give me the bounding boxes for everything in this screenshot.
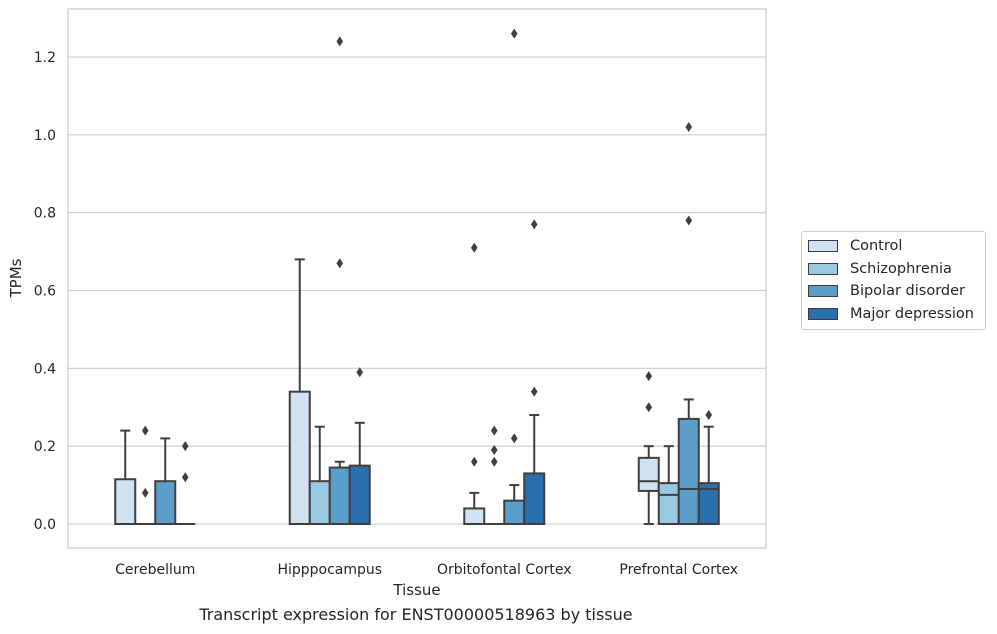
outlier-point [181,441,189,452]
legend-item: Control [808,235,979,258]
outlier-point [470,242,478,253]
box-body [637,456,660,492]
outlier-point [356,367,364,378]
box-body [308,480,331,526]
box-body [523,472,546,525]
legend-swatch [808,307,838,320]
y-tick-label: 1.0 [34,128,56,144]
box-control [637,371,660,525]
box-body [657,482,680,526]
outlier-point [141,425,149,436]
y-tick-label: 0.0 [34,517,56,533]
box-bipolar-disorder [677,122,700,525]
box-major-depression [348,367,371,525]
y-tick-label: 0.8 [34,206,56,222]
box-major-depression [175,441,196,525]
box-major-depression [523,219,546,525]
y-tick-label: 0.2 [34,439,56,455]
outlier-point [530,219,538,230]
box-body [328,466,351,525]
outlier-point [470,456,478,467]
outlier-point [685,122,693,133]
box-body [348,464,371,525]
legend-item: Major depression [808,303,979,326]
box-body [154,480,177,526]
outlier-point [645,371,653,382]
legend-label: Control [850,238,903,255]
box-body [677,417,700,525]
legend: Control Schizophrenia Bipolar disorder Majo… [801,231,986,330]
outlier-point [510,28,518,39]
legend-label: Major depression [850,305,974,322]
x-tick-label: Hipppocampus [277,562,382,578]
legend-item: Bipolar disorder [808,280,979,303]
x-axis-label: Tissue [392,581,440,599]
box-schizophrenia [657,445,680,526]
outlier-point [510,433,518,444]
legend-swatch [808,262,838,275]
box-body [503,499,526,525]
box-major-depression [697,410,720,526]
box-control [463,242,486,525]
boxes [114,28,720,526]
legend-swatch [808,240,838,253]
figure-caption: Transcript expression for ENST0000051896… [199,605,633,624]
x-tick-labels: Cerebellum Hipppocampus Orbitofontal Corte… [115,562,738,578]
outlier-point [490,456,498,467]
outlier-point [336,258,344,269]
box-schizophrenia [484,425,505,525]
box-schizophrenia [135,425,156,525]
legend-label: Schizophrenia [850,260,952,277]
box-body [463,507,486,525]
x-tick-label: Orbitofontal Cortex [437,562,572,578]
plot-area [68,9,766,548]
y-tick-label: 0.4 [34,361,56,377]
box-body [114,478,137,525]
y-tick-label: 0.6 [34,284,56,300]
x-tick-label: Prefrontal Cortex [619,562,738,578]
legend-item: Schizophrenia [808,258,979,281]
legend-label: Bipolar disorder [850,283,965,300]
outlier-point [705,410,713,421]
box-control [114,429,137,525]
legend-swatch [808,285,838,298]
outlier-point [181,472,189,483]
outlier-point [141,487,149,498]
plot-frame [67,8,767,549]
y-tick-labels: 0.0 0.2 0.4 0.6 0.8 1.0 1.2 [34,50,56,533]
y-tick-label: 1.2 [34,50,56,66]
outlier-point [336,36,344,47]
outlier-point [530,386,538,397]
outlier-point [645,402,653,413]
outlier-point [490,425,498,436]
y-axis-label: TPMs [7,258,25,298]
box-body [697,482,720,526]
box-bipolar-disorder [154,437,177,526]
box-body [288,390,311,525]
x-tick-label: Cerebellum [115,562,195,578]
outlier-point [490,445,498,456]
box-control [288,258,311,525]
outlier-point [685,215,693,226]
